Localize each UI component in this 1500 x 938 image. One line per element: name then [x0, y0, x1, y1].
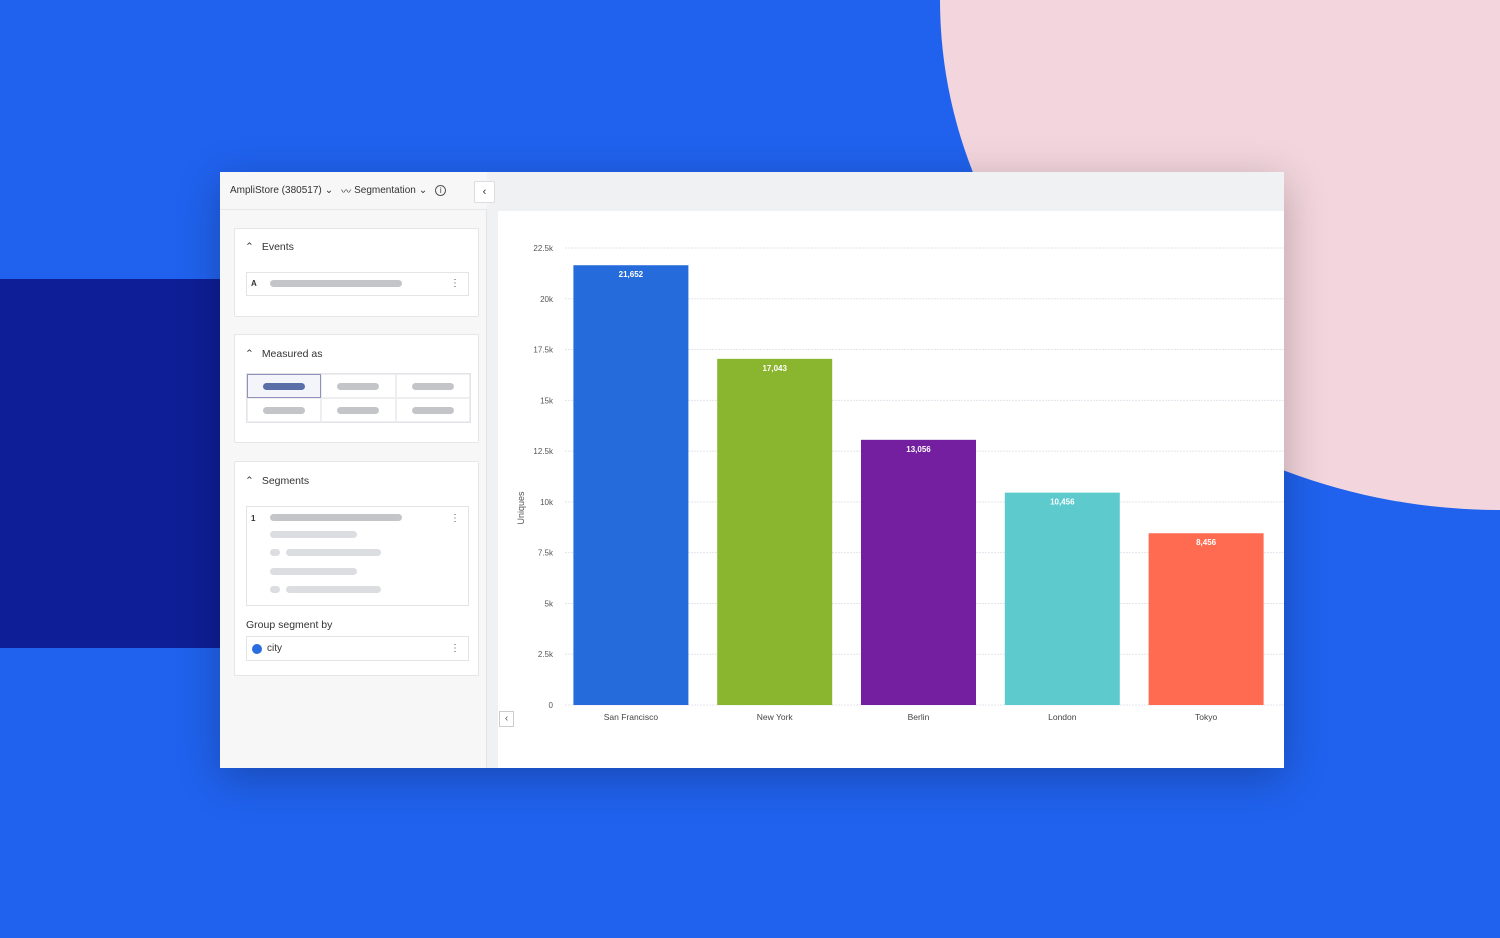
chevron-up-icon: ⌃ — [245, 241, 254, 253]
more-icon[interactable]: ⋮ — [450, 278, 460, 289]
y-tick-label: 2.5k — [538, 650, 554, 659]
bar[interactable] — [717, 358, 833, 705]
y-tick-label: 12.5k — [533, 447, 554, 456]
measure-option[interactable] — [321, 398, 396, 422]
property-icon — [252, 644, 262, 654]
y-tick-label: 7.5k — [538, 549, 554, 558]
background-block — [0, 279, 230, 648]
chart-type-name: Segmentation — [354, 185, 416, 196]
measured-title: Measured as — [261, 348, 323, 360]
segment-placeholder — [270, 568, 357, 575]
y-tick-label: 0 — [549, 701, 554, 710]
collapse-sidebar-button[interactable]: ‹ — [474, 181, 495, 203]
app-window: AmpliStore (380517) ⌄ 〰 Segmentation ⌄ i ‹ … — [220, 172, 1284, 768]
segment-placeholder — [270, 531, 357, 538]
measure-options — [246, 373, 471, 423]
x-tick-label: San Francisco — [604, 712, 659, 722]
more-icon[interactable]: ⋮ — [450, 513, 460, 524]
segment-row[interactable]: 1 ⋮ — [246, 506, 469, 606]
more-icon[interactable]: ⋮ — [450, 643, 460, 654]
chart-card: Uniques 0 2.5k 5k 7.5k 10k 12.5k 15k 17.5k 20k 22… — [498, 211, 1284, 768]
measure-option[interactable] — [395, 398, 470, 422]
measure-option[interactable] — [247, 374, 322, 398]
segments-title: Segments — [261, 475, 310, 487]
segment-placeholder — [270, 586, 280, 593]
project-name: AmpliStore (380517) — [230, 185, 322, 196]
trend-line-icon: 〰 — [341, 187, 352, 198]
data-label: 13,056 — [906, 445, 931, 454]
y-tick-label: 22.5k — [533, 244, 554, 253]
bar[interactable] — [861, 439, 976, 705]
segments-card: ⌃ Segments 1 ⋮ Group segment by city ⋮ — [234, 461, 479, 676]
events-header[interactable]: ⌃ Events — [245, 241, 294, 253]
data-label: 21,652 — [619, 270, 644, 279]
data-label: 10,456 — [1050, 498, 1075, 507]
segment-placeholder — [286, 549, 381, 556]
segment-number: 1 — [251, 514, 256, 523]
segment-placeholder — [270, 514, 402, 521]
chart-type-selector[interactable]: 〰 Segmentation ⌄ — [341, 183, 427, 198]
data-label: 17,043 — [762, 364, 787, 373]
measured-card: ⌃ Measured as — [234, 334, 479, 443]
event-row[interactable]: A ⋮ — [246, 272, 469, 296]
info-icon[interactable]: i — [435, 185, 447, 196]
bar[interactable] — [1004, 492, 1120, 705]
segment-placeholder — [270, 549, 280, 556]
y-tick-label: 10k — [540, 498, 554, 507]
chevron-down-icon: ⌄ — [324, 185, 334, 196]
chevron-left-icon[interactable]: ‹ — [499, 711, 514, 727]
sidebar: ⌃ Events A ⋮ ⌃ Measured as ⌃ Segments 1 ⋮ G… — [220, 210, 487, 768]
x-tick-label: Berlin — [908, 712, 930, 722]
bar[interactable] — [1148, 533, 1264, 705]
x-tick-label: Tokyo — [1195, 712, 1217, 722]
header: AmpliStore (380517) ⌄ 〰 Segmentation ⌄ i — [220, 172, 487, 210]
y-tick-label: 5k — [545, 599, 554, 608]
chevron-up-icon: ⌃ — [245, 348, 254, 360]
group-by-select[interactable]: city ⋮ — [246, 636, 469, 661]
chevron-up-icon: ⌃ — [245, 475, 254, 487]
y-tick-label: 17.5k — [533, 346, 554, 355]
event-letter: A — [251, 279, 257, 288]
measure-option[interactable] — [247, 398, 322, 422]
segment-placeholder — [286, 586, 381, 593]
measure-option[interactable] — [321, 374, 396, 398]
y-tick-label: 20k — [540, 295, 554, 304]
x-tick-label: London — [1048, 712, 1077, 722]
measure-option[interactable] — [395, 374, 470, 398]
bar-chart: Uniques 0 2.5k 5k 7.5k 10k 12.5k 15k 17.5k 20k 22… — [516, 244, 1284, 722]
group-segment-label: Group segment by — [246, 619, 333, 631]
measured-header[interactable]: ⌃ Measured as — [245, 348, 323, 360]
x-tick-label: New York — [757, 712, 794, 722]
bar[interactable] — [573, 265, 689, 705]
events-card: ⌃ Events A ⋮ — [234, 228, 479, 317]
events-title: Events — [261, 241, 294, 253]
y-tick-label: 15k — [540, 396, 554, 405]
project-selector[interactable]: AmpliStore (380517) ⌄ — [230, 185, 333, 196]
y-axis-label: Uniques — [516, 491, 526, 525]
data-label: 8,456 — [1196, 538, 1217, 547]
chevron-down-icon: ⌄ — [418, 185, 428, 196]
group-value: city — [267, 643, 282, 654]
event-placeholder — [270, 280, 402, 287]
segments-header[interactable]: ⌃ Segments — [245, 475, 309, 487]
